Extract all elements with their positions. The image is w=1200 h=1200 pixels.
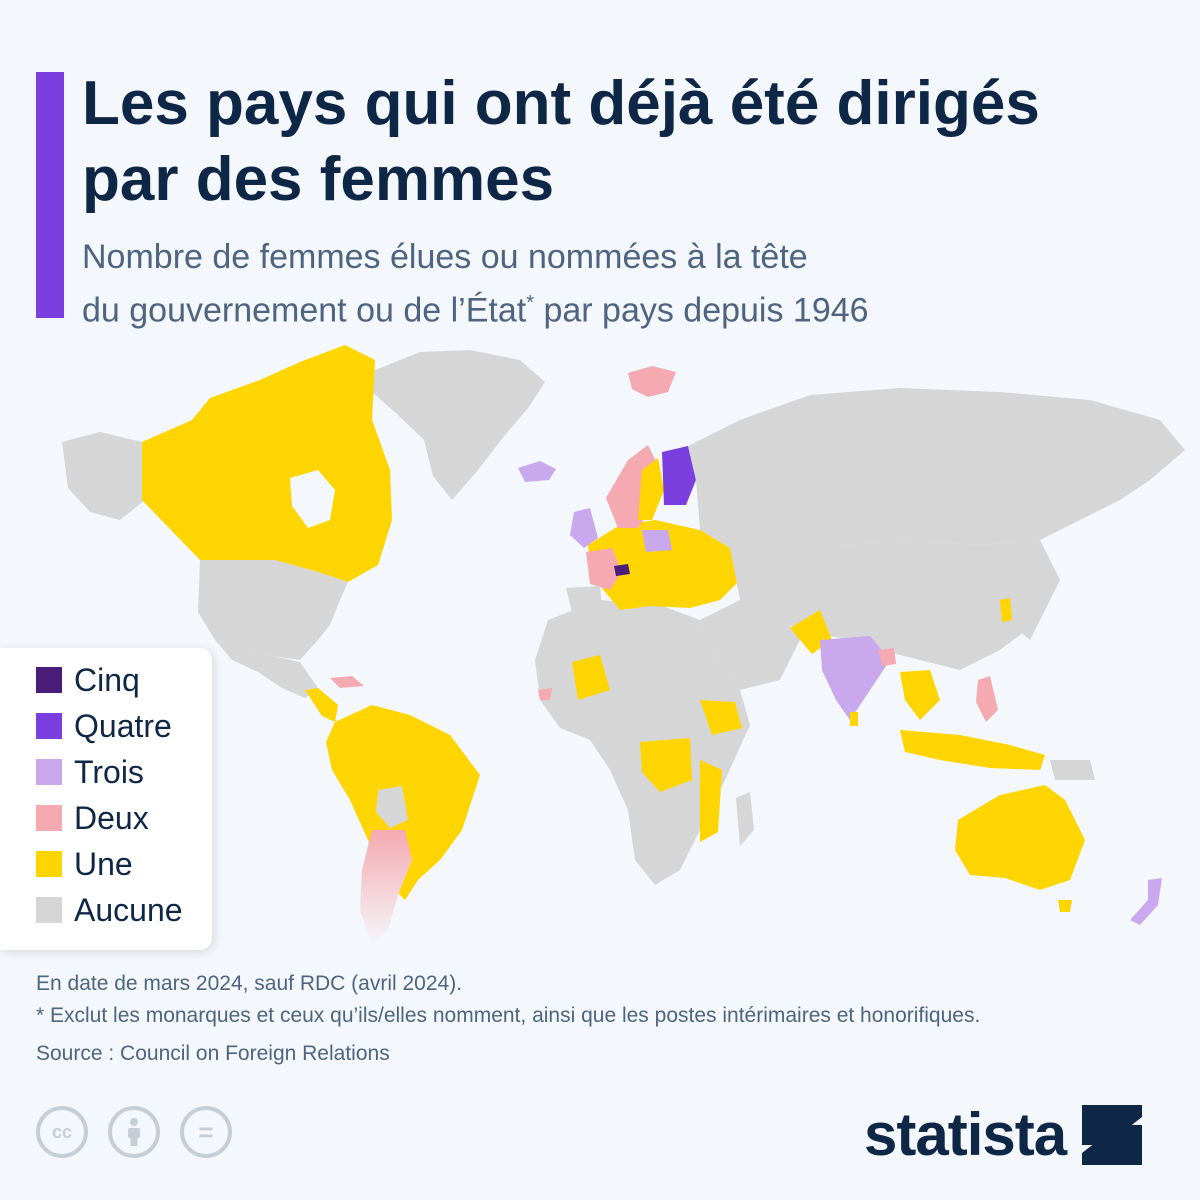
subtitle-asterisk: * [526,292,534,314]
legend-item-quatre: Quatre [36,706,172,746]
indonesia-shape [900,730,1045,770]
license-icons: cc = [36,1106,252,1158]
europe-shape [588,520,740,610]
niger-mali-shape [572,655,610,700]
russia-shape [688,388,1185,550]
subtitle-line-2-end: par pays depuis 1946 [534,291,869,330]
france-shape [586,548,622,590]
source-link[interactable]: Source : Council on Foreign Relations [36,1042,390,1065]
no-derivatives-icon[interactable]: = [180,1106,232,1158]
sri-lanka-shape [850,712,858,726]
japan-shape [1018,552,1050,640]
legend-label-deux: Deux [74,799,149,836]
statista-mark-icon [1082,1104,1143,1165]
legend-swatch-quatre [36,713,62,739]
bangladesh-shape [878,648,896,666]
date-note: En date de mars 2024, sauf RDC (avril 20… [36,972,463,995]
person-glyph [128,1118,140,1146]
asterisk-note: * Exclut les monarques et ceux qu’ils/el… [36,1004,981,1027]
caribbean-shape [330,676,364,688]
alaska-shape [62,432,145,520]
cc-icon-label: cc [51,1121,73,1142]
spain-shape [566,586,602,612]
canada-shape [142,345,392,582]
legend-item-une: Une [36,844,133,884]
legend-item-deux: Deux [36,798,149,838]
switzerland-shape [614,564,630,576]
greenland-shape [370,350,545,500]
attribution-icon[interactable] [108,1106,160,1158]
svalbard-shape [628,366,676,397]
usa-shape [198,560,348,660]
mozambique-shape [700,760,722,842]
uk-shape [570,508,598,548]
middle-east-shape [700,600,800,690]
legend-label-cinq: Cinq [74,661,140,698]
poland-shape [642,530,672,552]
legend-item-cinq: Cinq [36,660,140,700]
legend-swatch-trois [36,759,62,785]
sweden-shape [638,458,664,520]
drc-shape [640,738,692,792]
finland-shape [662,446,696,505]
mexico-shape [215,640,318,698]
creative-commons-icon[interactable]: cc [36,1106,88,1158]
nd-icon-label: = [198,1116,214,1147]
madagascar-shape [736,792,754,846]
legend-swatch-aucune [36,897,62,923]
southeast-asia-shape [900,670,940,720]
subtitle-line-2-start: du gouvernement ou de l’État [82,291,527,330]
legend-label-aucune: Aucune [74,891,183,928]
paraguay-shape [376,786,408,828]
legend-swatch-cinq [36,667,62,693]
page-title: Les pays qui ont déjà été dirigés par de… [82,69,1040,214]
accent-bar [36,72,64,318]
subtitle-line-2: du gouvernement ou de l’État* par pays d… [82,280,1162,333]
senegal-shape [538,688,552,700]
tasmania-shape [1058,900,1072,912]
legend: Cinq Quatre Trois Deux Une Aucune [0,648,212,950]
asia-shape [730,540,1060,670]
hudson-bay-water [290,470,335,528]
legend-label-trois: Trois [74,753,144,790]
papua-shape [1050,760,1095,780]
legend-label-une: Une [74,845,133,882]
legend-item-trois: Trois [36,752,144,792]
philippines-shape [976,676,998,722]
new-zealand-shape [1130,878,1162,925]
india-shape [820,636,890,720]
page-subtitle: Nombre de femmes élues ou nommées à la t… [82,234,1162,333]
subtitle-line-1: Nombre de femmes élues ou nommées à la t… [82,238,808,276]
iceland-shape [518,461,556,482]
argentina-shape [360,830,412,945]
legend-swatch-deux [36,805,62,831]
central-america-shape [305,688,338,722]
australia-shape [955,785,1085,890]
legend-item-aucune: Aucune [36,890,183,930]
statista-logo[interactable]: statista [864,1100,1143,1169]
statista-wordmark: statista [864,1101,1067,1168]
korea-shape [1000,598,1012,622]
legend-swatch-une [36,851,62,877]
legend-label-quatre: Quatre [74,707,172,744]
ethiopia-shape [700,700,742,735]
world-map [62,345,1185,945]
